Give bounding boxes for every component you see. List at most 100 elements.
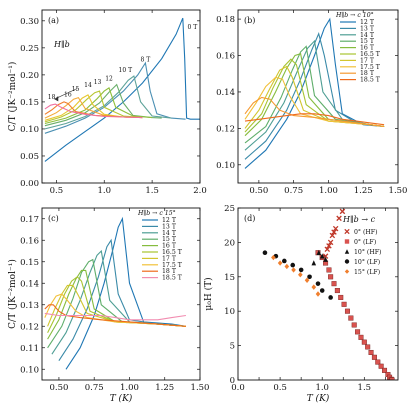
x-tick-label: 1.25 xyxy=(354,186,373,196)
legend-entry: 0° (LF) xyxy=(354,239,376,246)
data-point xyxy=(323,256,328,262)
panel-4: 0.0 0.5 1.0 1.5 0 5 10 15 20 25 (d) T (K) μ₀H (T) H∥b… xyxy=(203,204,399,404)
x-tick-label: 1.50 xyxy=(389,186,408,196)
data-point xyxy=(284,263,290,270)
legend-entry: 16.5 T xyxy=(360,51,381,58)
legend-entry: 18 T xyxy=(360,70,375,77)
x-tick-label: 0.75 xyxy=(284,186,303,196)
data-point xyxy=(291,267,296,273)
data-point xyxy=(282,258,287,264)
series-line xyxy=(58,238,186,362)
y-tick-label: 0.20 xyxy=(20,71,39,81)
panel-label: (a) xyxy=(48,16,59,25)
legend-title: H∥b → c 15° xyxy=(137,209,176,217)
data-point xyxy=(336,215,342,222)
data-point xyxy=(351,322,357,328)
data-point xyxy=(326,243,332,249)
series-line xyxy=(44,87,153,125)
annotation: H∥b → c xyxy=(342,215,376,224)
y-tick-label: 0.10 xyxy=(20,365,39,375)
y-tick-label: 0.14 xyxy=(20,279,39,289)
legend-entry: 17.5 T xyxy=(360,64,381,71)
axes-frame xyxy=(41,9,201,184)
series-line xyxy=(244,76,385,128)
x-tick-label: 1.5 xyxy=(145,186,159,196)
data-point xyxy=(332,225,339,232)
y-axis-label: C/T (JK⁻²mol⁻¹) xyxy=(7,62,18,132)
y-tick-label: 15 xyxy=(224,273,235,283)
legend-entry: 10° (HF) xyxy=(354,249,381,256)
series-line xyxy=(44,304,186,327)
series-line xyxy=(47,284,186,327)
legend-entry: 16 T xyxy=(162,243,177,250)
panel-label: (c) xyxy=(48,214,59,223)
data-point xyxy=(298,267,304,273)
series-line xyxy=(44,61,186,134)
legend-entry: 16 T xyxy=(360,45,375,52)
data-point xyxy=(368,349,374,355)
legend-entry: 0° (HF) xyxy=(354,229,378,236)
data-point xyxy=(365,344,371,350)
x-tick-label: 1.25 xyxy=(155,383,174,393)
data-point xyxy=(331,229,337,235)
x-tick-label: 0.50 xyxy=(249,186,268,196)
y-tick-label: 0.15 xyxy=(20,258,39,268)
series-inline-label: 16 xyxy=(64,92,72,99)
data-point xyxy=(382,367,388,373)
legend-entry: 14 T xyxy=(162,230,177,237)
data-point xyxy=(339,208,346,215)
data-point xyxy=(378,363,384,369)
data-point xyxy=(329,232,336,239)
panel-label: (d) xyxy=(244,214,255,223)
data-point xyxy=(375,359,381,365)
data-point xyxy=(344,308,350,314)
data-point xyxy=(355,329,361,335)
data-point xyxy=(315,281,321,286)
x-tick-label: 1.00 xyxy=(319,186,338,196)
x-tick-label: 1.0 xyxy=(97,186,111,196)
y-tick-label: 0 xyxy=(230,376,235,386)
y-tick-label: 0.30 xyxy=(20,17,39,27)
data-point xyxy=(338,294,344,300)
series-line xyxy=(44,293,186,327)
series-line xyxy=(65,216,186,370)
data-point xyxy=(328,274,334,280)
panel-2: 0.50 0.75 1.00 1.25 1.50 0.10 0.12 0.14 0.16 0.18… xyxy=(216,9,408,196)
legend-marker xyxy=(344,249,350,254)
data-point xyxy=(316,249,322,256)
legend-entry: 18.5 T xyxy=(162,275,183,282)
plot-area xyxy=(44,17,200,162)
series-inline-label: 12 xyxy=(105,75,113,82)
y-tick-label: 0.00 xyxy=(20,179,39,189)
y-tick-label: 0.11 xyxy=(20,344,39,354)
series-line xyxy=(244,17,385,169)
data-point xyxy=(327,239,334,246)
legend-entry: 18 T xyxy=(162,268,177,275)
data-point xyxy=(311,284,317,290)
series-line xyxy=(44,103,143,119)
legend-marker xyxy=(344,269,350,274)
series-inline-label: 8 T xyxy=(141,56,151,63)
arrow-head xyxy=(54,95,59,102)
y-tick-label: 10 xyxy=(224,307,235,317)
series-inline-label: 15 xyxy=(72,86,80,93)
data-point xyxy=(262,250,268,256)
y-tick-label: 0.17 xyxy=(20,215,39,225)
data-point xyxy=(315,291,321,297)
legend-entry: 15° (LF) xyxy=(354,269,380,276)
data-point xyxy=(358,334,364,340)
legend-entry: 18.5 T xyxy=(360,77,381,84)
data-point xyxy=(319,288,325,293)
legend-entry: 17 T xyxy=(360,57,375,64)
y-tick-label: 0.15 xyxy=(20,98,39,108)
x-tick-label: 2.0 xyxy=(193,186,207,196)
x-tick-label: 0.0 xyxy=(231,383,245,393)
data-point xyxy=(328,295,333,300)
plot-area xyxy=(244,17,385,169)
axes-frame xyxy=(237,207,399,381)
y-tick-label: 0.13 xyxy=(20,301,39,311)
data-point xyxy=(361,339,367,345)
data-point xyxy=(304,277,310,283)
x-tick-label: 0.75 xyxy=(85,383,104,393)
y-tick-label: 25 xyxy=(224,204,235,214)
